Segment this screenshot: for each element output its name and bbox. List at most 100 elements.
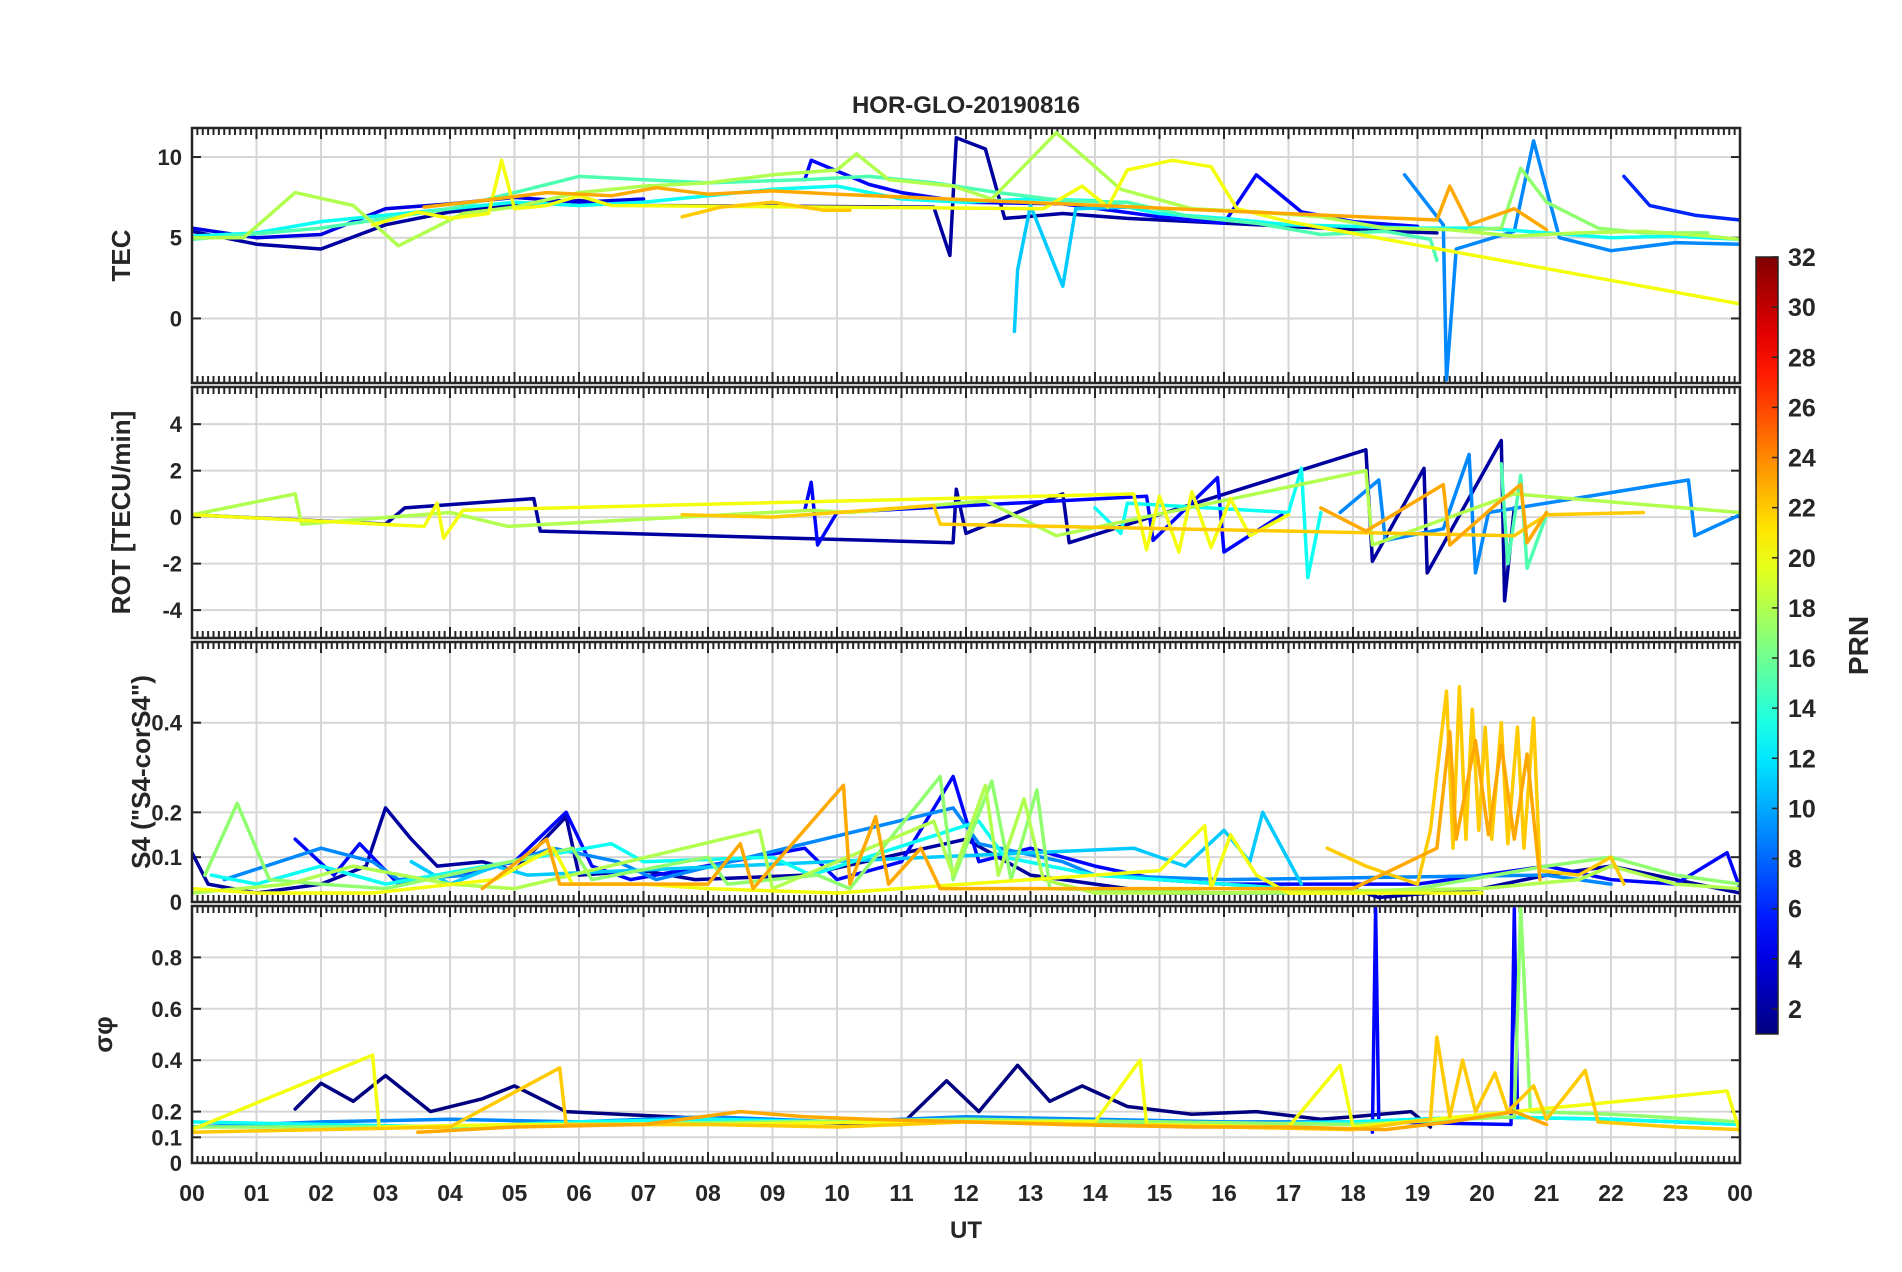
y-tick-label: 0.2: [151, 800, 182, 825]
chart-title: HOR-GLO-20190816: [852, 92, 1080, 119]
series-line-prn-13: [1093, 466, 1323, 580]
colorbar-tick-label: 20: [1788, 545, 1816, 573]
y-tick-label: 0.1: [151, 845, 182, 870]
x-tick-label: 17: [1276, 1180, 1302, 1206]
series-line-prn-23: [416, 1109, 1549, 1134]
series-line-prn-22: [1325, 685, 1626, 886]
x-tick-label: 04: [437, 1180, 463, 1206]
colorbar-tick-label: 16: [1788, 645, 1816, 673]
x-tick-label: 18: [1340, 1180, 1366, 1206]
series-line-prn-22: [680, 200, 852, 219]
series-line-prn-2: [192, 135, 1439, 258]
series-line-prn-22: [192, 1035, 1740, 1134]
y-tick-label: 5: [170, 226, 182, 251]
x-tick-label: 07: [631, 1180, 657, 1206]
y-tick-label: 0.1: [151, 1125, 182, 1150]
series-line-prn-20: [192, 489, 1291, 554]
y-tick-label: 0.2: [151, 1100, 182, 1125]
colorbar-tick-label: 18: [1788, 595, 1816, 623]
x-tick-label: 00: [179, 1180, 205, 1206]
series-line-prn-11: [1012, 203, 1130, 334]
x-tick-label: 01: [244, 1180, 270, 1206]
colorbar-tick-label: 22: [1788, 495, 1816, 523]
series-line-prn-20: [370, 158, 1740, 306]
series-line-prn-4: [192, 195, 646, 240]
panel-frame: [190, 640, 1742, 904]
x-tick-label: 16: [1211, 1180, 1237, 1206]
x-tick-label: 21: [1534, 1180, 1560, 1206]
y-tick-label: 2: [170, 459, 182, 484]
x-axis-label: UT: [950, 1217, 982, 1244]
series-line-prn-1: [293, 1063, 1433, 1129]
series-line-prn-6: [1622, 174, 1740, 222]
panel-frame: [190, 126, 1742, 385]
y-tick-label: -4: [162, 598, 182, 623]
x-tick-label: 09: [760, 1180, 786, 1206]
y-tick-label: 0.4: [151, 711, 182, 736]
colorbar-tick-label: 12: [1788, 745, 1816, 773]
series-line-prn-23: [1319, 482, 1549, 547]
colorbar-tick-label: 8: [1788, 846, 1802, 874]
x-tick-label: 03: [373, 1180, 399, 1206]
panel-tec-series: [192, 131, 1740, 382]
colorbar-tick-label: 6: [1788, 896, 1802, 924]
colorbar-tick-label: 2: [1788, 996, 1802, 1024]
y-axis-label: S4 ("S4-corS4"): [126, 675, 156, 869]
series-line-prn-17: [203, 774, 1740, 895]
y-tick-label: 0.4: [151, 1048, 182, 1073]
x-tick-label: 11: [889, 1180, 914, 1206]
colorbar-tick-label: 32: [1788, 244, 1816, 272]
series-line-prn-23: [480, 729, 1542, 891]
y-tick-label: 0: [170, 306, 182, 331]
panel-frame: [190, 385, 1742, 640]
y-tick-label: -2: [162, 552, 182, 577]
colorbar-tick-label: 28: [1788, 344, 1816, 372]
x-tick-label: 14: [1082, 1180, 1108, 1206]
series-line-prn-20: [192, 824, 1484, 895]
x-tick-label: 02: [308, 1180, 334, 1206]
series-line-prn-23: [422, 184, 1549, 232]
x-tick-label: 12: [953, 1180, 979, 1206]
panel-rot-series: [192, 438, 1740, 603]
y-tick-label: 0: [170, 1151, 182, 1176]
x-tick-label: 23: [1663, 1180, 1689, 1206]
x-tick-label: 20: [1469, 1180, 1495, 1206]
y-tick-label: 10: [158, 145, 182, 170]
panel-sigma_phi-series: [192, 906, 1740, 1134]
colorbar-tick-label: 30: [1788, 294, 1816, 322]
y-tick-label: 0.8: [151, 945, 182, 970]
x-tick-label: 19: [1405, 1180, 1431, 1206]
y-tick-label: 0: [170, 505, 182, 530]
colorbar-tick-label: 24: [1788, 445, 1816, 473]
x-tick-label: 05: [502, 1180, 528, 1206]
colorbar-tick-label: 4: [1788, 946, 1802, 974]
colorbar-tick-label: 14: [1788, 695, 1816, 723]
colorbar-label: PRN: [1843, 616, 1874, 675]
panel-frame: [190, 904, 1742, 1165]
y-tick-label: 0.6: [151, 997, 182, 1022]
panel-s4-series: [192, 685, 1740, 900]
x-tick-label: 22: [1598, 1180, 1624, 1206]
series-line-prn-9: [1402, 139, 1740, 382]
panel-rot: -4 -2 0 2 4 ROT [TECU/min]: [106, 385, 1742, 640]
y-axis-label: σφ: [88, 1016, 118, 1052]
x-tick-label: 06: [566, 1180, 592, 1206]
series-line-prn-9: [222, 806, 1613, 886]
panel-tec: 0 5 10 TEC: [106, 126, 1742, 385]
colorbar-tick-label: 10: [1788, 795, 1816, 823]
colorbar-gradient: [1755, 256, 1779, 1035]
x-tick-label: 10: [824, 1180, 850, 1206]
panel-s4: 0 0.1 0.2 0.4S4 ("S4-corS4"): [126, 640, 1742, 915]
y-axis-label: ROT [TECU/min]: [106, 411, 136, 615]
x-tick-label: 15: [1147, 1180, 1173, 1206]
series-line-prn-18: [192, 131, 1740, 248]
colorbar-tick-label: 26: [1788, 394, 1816, 422]
series-line-prn-11: [409, 810, 1304, 886]
x-tick-label: 00: [1727, 1180, 1753, 1206]
y-tick-label: 4: [170, 412, 183, 437]
y-tick-label: 0: [170, 890, 182, 915]
x-tick-label: 08: [695, 1180, 721, 1206]
